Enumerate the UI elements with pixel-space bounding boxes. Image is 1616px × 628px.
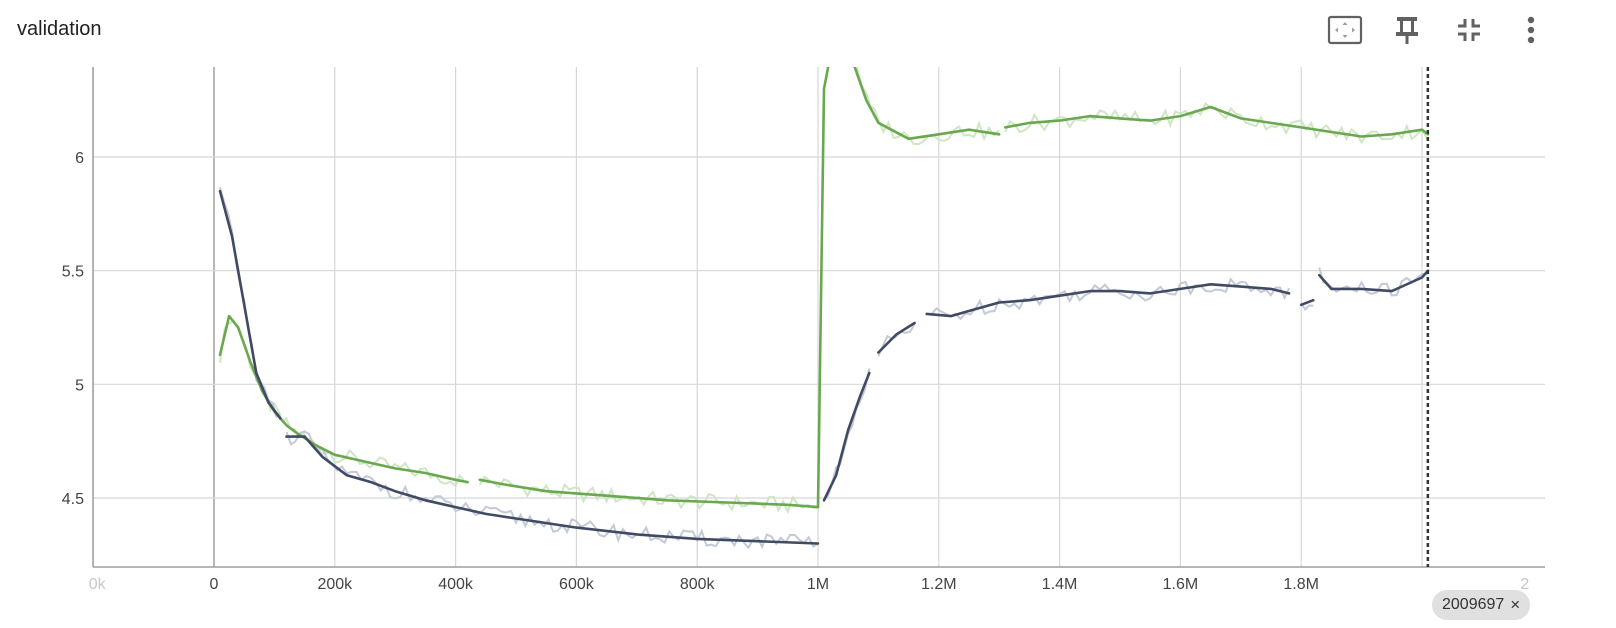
hover-step-label: 2009697 bbox=[1442, 596, 1505, 613]
x-tick-label: 1.8M bbox=[1283, 576, 1319, 593]
pin-button[interactable] bbox=[1387, 12, 1427, 48]
card-title: validation bbox=[17, 18, 102, 40]
smoothed-series-lines bbox=[218, 67, 1430, 545]
raw-series-line bbox=[219, 319, 469, 488]
series-line bbox=[218, 189, 282, 420]
fit-domain-button[interactable] bbox=[1325, 12, 1365, 48]
pin-icon bbox=[1396, 17, 1418, 44]
series-line bbox=[285, 435, 820, 545]
axes bbox=[92, 67, 1545, 568]
x-tick-label: 600k bbox=[559, 576, 595, 593]
tick-labels: 0 200k 400k 600k 800k 1M 1.2M 1.4M 1.6M 1.8M 0k 2 4.… bbox=[62, 150, 1530, 593]
raw-series-line bbox=[1300, 302, 1314, 312]
collapse-button[interactable] bbox=[1449, 12, 1489, 48]
raw-series-line bbox=[877, 323, 916, 357]
series-line bbox=[1299, 298, 1315, 307]
x-tick-label-faint: 2 bbox=[1520, 576, 1529, 593]
series-line bbox=[1003, 105, 1430, 138]
series-line bbox=[478, 478, 820, 509]
x-tick-label: 200k bbox=[317, 576, 353, 593]
series-line bbox=[822, 371, 871, 502]
y-tick-label: 5.5 bbox=[62, 264, 84, 281]
raw-series-line bbox=[478, 475, 819, 515]
collapse-icon bbox=[1458, 19, 1480, 41]
x-tick-label: 1.4M bbox=[1042, 576, 1078, 593]
hover-step-chip[interactable]: 2009697 × bbox=[1432, 590, 1531, 620]
x-tick-label: 0 bbox=[210, 576, 219, 593]
y-tick-label: 5 bbox=[75, 377, 84, 394]
x-tick-label: 1.2M bbox=[921, 576, 957, 593]
series-line bbox=[853, 67, 1001, 141]
y-tick-label: 6 bbox=[75, 150, 84, 167]
fit-domain-icon bbox=[1327, 15, 1363, 45]
card-header: validation bbox=[0, 0, 1616, 60]
y-tick-label: 4.5 bbox=[62, 491, 84, 508]
raw-series-line bbox=[856, 67, 1000, 146]
series-line bbox=[1318, 269, 1430, 293]
x-tick-label: 400k bbox=[438, 576, 474, 593]
more-vert-icon bbox=[1527, 16, 1535, 44]
series-line bbox=[218, 314, 469, 484]
series-line bbox=[816, 67, 830, 509]
x-tick-label: 1.6M bbox=[1163, 576, 1199, 593]
x-tick-label: 800k bbox=[680, 576, 716, 593]
series-line bbox=[877, 321, 916, 354]
x-tick-label: 1M bbox=[807, 576, 829, 593]
raw-series-line bbox=[926, 277, 1291, 321]
close-icon[interactable]: × bbox=[1510, 595, 1521, 614]
series-line bbox=[925, 283, 1291, 318]
raw-series-line bbox=[285, 430, 819, 550]
x-tick-label-faint: 0k bbox=[89, 576, 107, 593]
more-button[interactable] bbox=[1511, 12, 1551, 48]
